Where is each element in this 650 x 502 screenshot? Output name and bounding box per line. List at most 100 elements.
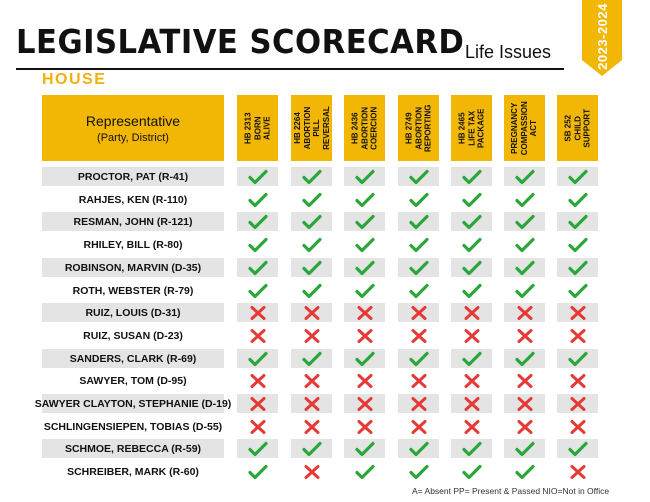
vote-cell	[557, 167, 598, 186]
bill-column-header: HB 2465 LIFE TAX PACKAGE	[451, 95, 492, 161]
vote-cell	[291, 394, 332, 413]
representative-name: SCHMOE, REBECCA (R-59)	[42, 439, 224, 458]
cross-icon	[411, 419, 426, 434]
vote-cell	[504, 462, 545, 481]
checkmark-icon	[514, 260, 535, 275]
vote-cell	[451, 281, 492, 300]
checkmark-icon	[408, 192, 429, 207]
representative-name: ROTH, WEBSTER (R-79)	[72, 284, 194, 297]
checkmark-icon	[461, 283, 482, 298]
cross-icon	[570, 419, 585, 434]
vote-cell	[451, 212, 492, 231]
checkmark-icon	[247, 192, 268, 207]
vote-cell	[504, 371, 545, 390]
representative-name: RAHJES, KEN (R-110)	[78, 193, 188, 206]
bill-column-label: HB 2465 LIFE TAX PACKAGE	[457, 108, 486, 148]
vote-cell	[504, 326, 545, 345]
vote-cell	[557, 326, 598, 345]
checkmark-icon	[247, 441, 268, 456]
vote-cell	[451, 258, 492, 277]
vote-cell	[451, 417, 492, 436]
checkmark-icon	[354, 237, 375, 252]
vote-cell	[398, 303, 439, 322]
cross-icon	[464, 419, 479, 434]
cross-icon	[464, 373, 479, 388]
bill-column-label: HB 2264 ABORTION PILL REVERSAL	[292, 106, 331, 150]
checkmark-icon	[567, 260, 588, 275]
vote-cell	[291, 281, 332, 300]
checkmark-icon	[461, 260, 482, 275]
cross-icon	[517, 328, 532, 343]
cross-icon	[570, 328, 585, 343]
bill-column-header: SB 252 CHILD SUPPORT	[557, 95, 598, 161]
cross-icon	[464, 305, 479, 320]
vote-cell	[291, 371, 332, 390]
vote-cell	[557, 281, 598, 300]
vote-cell	[237, 326, 278, 345]
vote-cell	[344, 190, 385, 209]
checkmark-icon	[354, 441, 375, 456]
vote-cell	[291, 462, 332, 481]
vote-cell	[504, 303, 545, 322]
vote-cell	[451, 303, 492, 322]
vote-cell	[557, 303, 598, 322]
vote-cell	[557, 462, 598, 481]
checkmark-icon	[354, 351, 375, 366]
vote-cell	[504, 417, 545, 436]
checkmark-icon	[408, 351, 429, 366]
checkmark-icon	[247, 169, 268, 184]
checkmark-icon	[247, 283, 268, 298]
cross-icon	[357, 396, 372, 411]
vote-cell	[237, 235, 278, 254]
representative-column-header: Representative (Party, District)	[42, 95, 224, 161]
checkmark-icon	[301, 441, 322, 456]
vote-cell	[237, 281, 278, 300]
vote-cell	[504, 258, 545, 277]
cross-icon	[517, 419, 532, 434]
cross-icon	[570, 396, 585, 411]
cross-icon	[411, 373, 426, 388]
vote-cell	[237, 417, 278, 436]
vote-cell	[344, 212, 385, 231]
checkmark-icon	[354, 283, 375, 298]
vote-cell	[451, 167, 492, 186]
vote-cell	[291, 212, 332, 231]
vote-cell	[344, 258, 385, 277]
representative-name: SCHLINGENSIEPEN, TOBIAS (D-55)	[43, 420, 223, 433]
checkmark-icon	[514, 283, 535, 298]
vote-cell	[504, 167, 545, 186]
vote-cell	[344, 462, 385, 481]
vote-cell	[237, 394, 278, 413]
vote-cell	[237, 349, 278, 368]
vote-cell	[237, 371, 278, 390]
cross-icon	[304, 328, 319, 343]
checkmark-icon	[301, 192, 322, 207]
vote-cell	[451, 326, 492, 345]
checkmark-icon	[567, 441, 588, 456]
checkmark-icon	[301, 237, 322, 252]
vote-cell	[291, 439, 332, 458]
vote-cell	[291, 235, 332, 254]
vote-cell	[344, 326, 385, 345]
cross-icon	[304, 305, 319, 320]
checkmark-icon	[301, 351, 322, 366]
title-underline	[16, 68, 564, 70]
cross-icon	[411, 396, 426, 411]
vote-cell	[398, 326, 439, 345]
checkmark-icon	[247, 214, 268, 229]
representative-header-title: Representative	[85, 112, 181, 129]
checkmark-icon	[301, 169, 322, 184]
checkmark-icon	[408, 169, 429, 184]
cross-icon	[357, 373, 372, 388]
cross-icon	[464, 328, 479, 343]
representative-name: PROCTOR, PAT (R-41)	[42, 167, 224, 186]
cross-icon	[570, 305, 585, 320]
years-label-wrap: 2023-2024	[585, 3, 619, 70]
vote-cell	[398, 235, 439, 254]
vote-cell	[504, 235, 545, 254]
vote-cell	[344, 417, 385, 436]
vote-cell	[398, 258, 439, 277]
cross-icon	[517, 396, 532, 411]
vote-cell	[451, 462, 492, 481]
cross-icon	[250, 373, 265, 388]
